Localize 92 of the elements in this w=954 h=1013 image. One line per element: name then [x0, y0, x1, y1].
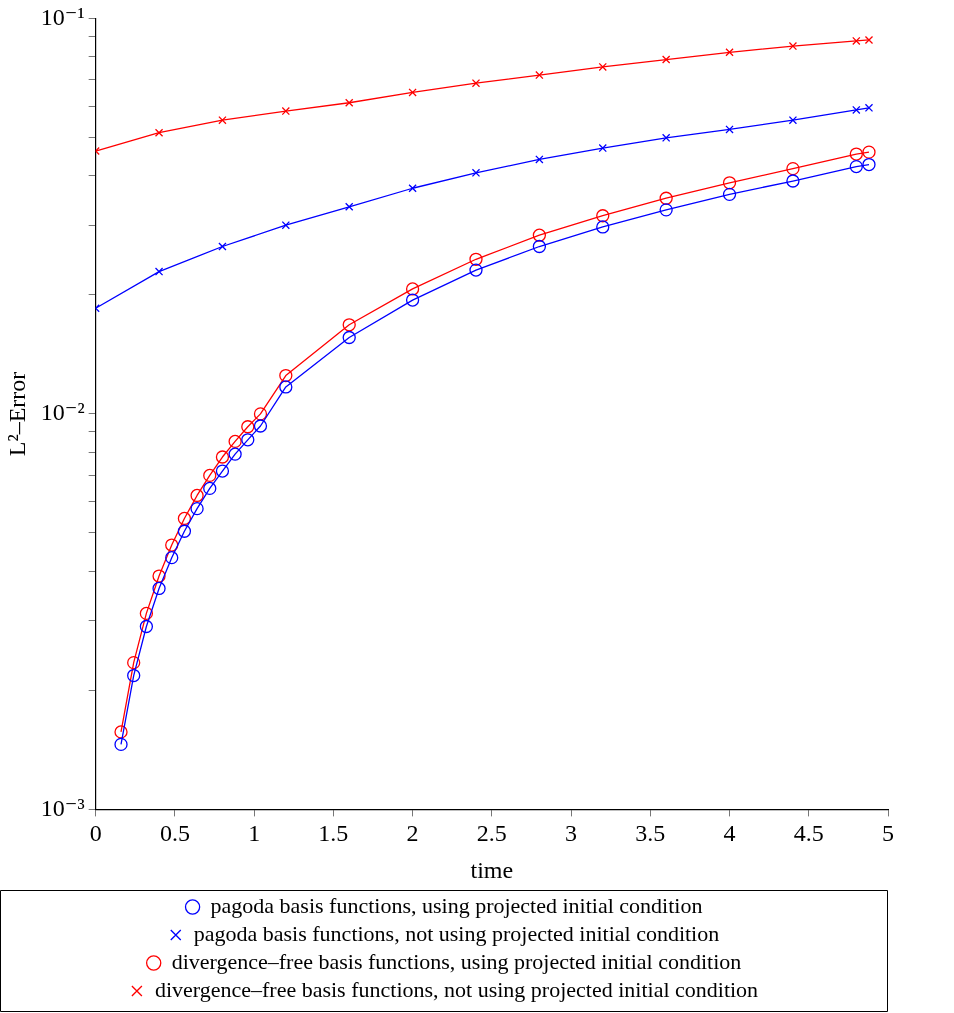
x-tick-label: 5 — [882, 820, 894, 847]
point — [165, 538, 179, 552]
point — [849, 147, 863, 161]
point — [408, 88, 417, 97]
point — [469, 263, 483, 277]
point — [177, 511, 192, 526]
point — [722, 187, 737, 202]
point — [852, 105, 861, 115]
point — [725, 125, 734, 134]
point — [279, 368, 293, 383]
x-tick-label: 1 — [248, 820, 261, 847]
point — [596, 209, 610, 223]
point — [154, 267, 164, 276]
point — [190, 488, 204, 503]
x-tick-label: 2 — [406, 820, 419, 847]
point — [661, 55, 671, 64]
point — [218, 242, 227, 251]
point — [345, 202, 354, 211]
point — [471, 78, 481, 88]
point — [203, 481, 217, 496]
point — [661, 133, 671, 142]
point — [215, 450, 230, 464]
point — [139, 606, 154, 621]
point — [659, 203, 673, 217]
point — [852, 36, 861, 46]
point — [598, 62, 607, 72]
y-axis-title: L²–Error — [3, 371, 30, 457]
legend-label: pagoda basis functions, not using projected initial condition — [193, 920, 720, 946]
x-axis-title: time — [470, 856, 514, 883]
point — [154, 128, 164, 137]
x-tick-label: 3.5 — [635, 820, 666, 847]
point — [722, 176, 737, 190]
point — [786, 161, 800, 176]
point — [203, 468, 217, 483]
point — [469, 252, 483, 266]
point — [535, 70, 544, 80]
x-tick-label: 4 — [723, 820, 736, 847]
point — [471, 168, 481, 177]
point — [659, 191, 673, 205]
point — [228, 447, 242, 461]
legend-label: divergence–free basis functions, using projected initial condition — [171, 948, 742, 974]
x-tick-label: 4.5 — [793, 820, 824, 847]
point — [408, 184, 417, 193]
point — [849, 159, 863, 174]
point — [345, 98, 354, 107]
y-tick-label: 10⁻² — [40, 399, 85, 426]
point — [190, 502, 204, 516]
point — [127, 655, 141, 670]
point — [532, 239, 547, 254]
point — [532, 228, 547, 242]
y-tick-label: 10⁻³ — [40, 794, 85, 821]
point — [342, 330, 356, 345]
point — [864, 35, 874, 45]
point — [535, 155, 544, 164]
point — [165, 551, 179, 565]
point — [281, 221, 291, 230]
point — [114, 725, 128, 739]
point — [139, 619, 154, 634]
point — [215, 464, 230, 478]
point — [152, 581, 166, 596]
point — [405, 293, 420, 307]
point — [862, 157, 876, 172]
legend-label: divergence–free basis functions, not using projected initial condition — [154, 976, 759, 1002]
point — [279, 380, 293, 394]
point — [281, 106, 291, 116]
point — [241, 433, 255, 447]
point — [596, 220, 610, 234]
point — [786, 174, 800, 188]
point — [788, 41, 798, 51]
x-tick-label: 1.5 — [318, 820, 349, 847]
point — [864, 103, 874, 113]
x-tick-label: 2.5 — [476, 820, 507, 847]
point — [342, 318, 356, 332]
point — [177, 524, 192, 538]
point — [228, 434, 242, 449]
point — [405, 282, 420, 296]
point — [127, 668, 141, 683]
point — [788, 115, 798, 125]
point — [862, 145, 876, 159]
point — [152, 569, 166, 583]
point — [241, 420, 255, 434]
point — [218, 115, 227, 125]
point — [598, 143, 607, 153]
point — [725, 48, 734, 57]
y-tick-label: 10⁻¹ — [40, 3, 85, 30]
x-tick-label: 0 — [89, 820, 102, 847]
point — [253, 419, 268, 433]
point — [253, 407, 268, 421]
x-tick-label: 0.5 — [159, 820, 190, 847]
x-tick-label: 3 — [565, 820, 578, 847]
point — [114, 737, 128, 752]
legend-label: pagoda basis functions, using projected initial condition — [210, 892, 703, 918]
